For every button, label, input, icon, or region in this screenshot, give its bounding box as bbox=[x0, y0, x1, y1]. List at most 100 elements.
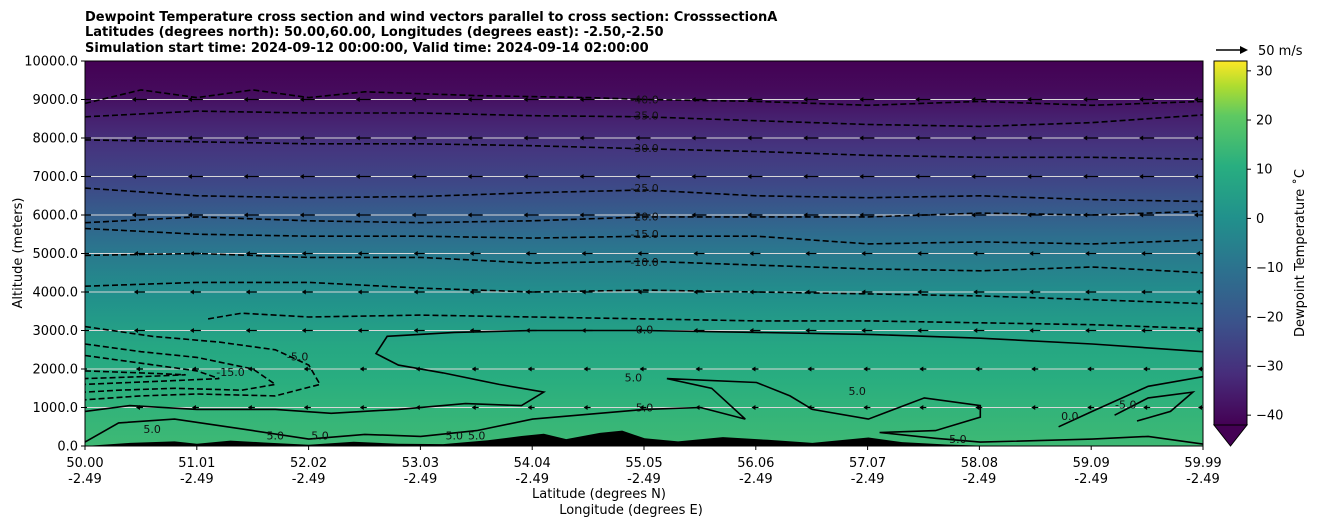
wind-arrow-3-1 bbox=[131, 212, 147, 218]
contour-labels: -40.0 -35.0 -30.0 -25.0 -20.0 -15.0 -10.0 0.0 5.… bbox=[143, 93, 1136, 446]
wind-arrow-2-16 bbox=[971, 174, 987, 179]
wind-arrow-1-14 bbox=[859, 135, 875, 141]
chart-title-line-2: Latitudes (degrees north): 50.00,60.00, … bbox=[85, 25, 664, 40]
wind-arrow-7-0 bbox=[85, 368, 87, 370]
wind-arrow-5-10 bbox=[637, 289, 649, 295]
contour-line-3 bbox=[85, 187, 1203, 203]
x-tick-label-lon-7: -2.49 bbox=[851, 472, 885, 487]
contour-line-11 bbox=[85, 354, 220, 386]
wind-arrow-6-3 bbox=[245, 328, 257, 333]
wind-arrow-0-18 bbox=[1083, 97, 1099, 102]
colorbar-tick-label-6: −30 bbox=[1256, 359, 1283, 374]
wind-arrow-3-8 bbox=[523, 212, 539, 218]
wind-arrow-3-0 bbox=[85, 214, 91, 216]
wind-arrow-5-17 bbox=[1029, 289, 1041, 295]
wind-arrow-1-3 bbox=[243, 135, 259, 141]
wind-arrow-0-19 bbox=[1139, 97, 1155, 102]
contour-line-6 bbox=[85, 252, 1203, 274]
wind-arrow-2-17 bbox=[1027, 174, 1043, 179]
x-tick-label-lon-10: -2.49 bbox=[1186, 472, 1220, 487]
wind-arrow-3-17 bbox=[1027, 212, 1043, 218]
contour-label-0: -40.0 bbox=[630, 93, 658, 106]
colorbar-tick-label-1: 20 bbox=[1256, 114, 1273, 129]
wind-arrow-4-13 bbox=[805, 251, 817, 256]
wind-arrow-1-12 bbox=[747, 135, 763, 141]
x-tick-label-lat-3: 53.03 bbox=[402, 456, 439, 471]
wind-arrow-7-20 bbox=[1198, 366, 1203, 372]
x-tick-label-lon-4: -2.49 bbox=[515, 472, 549, 487]
contour-line-2 bbox=[85, 139, 1203, 160]
x-tick-label-lat-7: 57.07 bbox=[849, 456, 886, 471]
wind-arrow-6-12 bbox=[749, 328, 761, 333]
wind-arrow-8-1 bbox=[135, 405, 143, 410]
wind-arrow-1-13 bbox=[803, 135, 819, 141]
wind-arrow-5-6 bbox=[413, 289, 425, 295]
wind-arrow-4-1 bbox=[133, 251, 145, 256]
contour-label-18: 5.0 bbox=[949, 433, 967, 446]
contour-line-4 bbox=[85, 210, 1203, 224]
wind-arrow-3-5 bbox=[355, 212, 371, 218]
wind-arrow-4-11 bbox=[693, 251, 705, 256]
wind-arrow-0-6 bbox=[411, 97, 427, 102]
wind-arrow-0-12 bbox=[747, 97, 763, 102]
wind-arrow-4-4 bbox=[301, 251, 313, 256]
contour-line-10 bbox=[85, 343, 278, 393]
contour-label-8: 5.0 bbox=[636, 401, 654, 414]
wind-arrow-8-6 bbox=[415, 405, 423, 410]
contour-label-19: 0.0 bbox=[1061, 410, 1079, 423]
wind-vectors bbox=[85, 97, 1203, 410]
wind-arrow-4-6 bbox=[413, 251, 425, 256]
wind-arrow-0-0 bbox=[85, 98, 91, 101]
wind-arrow-3-15 bbox=[915, 212, 931, 218]
contour-label-6: -10.0 bbox=[630, 256, 658, 269]
x-tick-label-lon-6: -2.49 bbox=[739, 472, 773, 487]
wind-arrow-8-9 bbox=[583, 405, 591, 410]
wind-arrow-8-18 bbox=[1087, 405, 1095, 410]
wind-arrow-1-2 bbox=[187, 135, 203, 141]
wind-arrow-8-2 bbox=[191, 405, 199, 410]
wind-arrow-5-1 bbox=[133, 289, 145, 295]
wind-arrow-7-12 bbox=[751, 366, 759, 372]
y-tick-label-7: 7000.0 bbox=[33, 170, 79, 185]
wind-arrow-3-11 bbox=[691, 212, 707, 218]
wind-arrow-2-19 bbox=[1139, 174, 1155, 179]
contour-label-11: 5.0 bbox=[143, 423, 161, 436]
x-tick-label-lat-8: 58.08 bbox=[961, 456, 998, 471]
wind-arrow-2-11 bbox=[691, 174, 707, 179]
wind-arrow-5-9 bbox=[581, 289, 593, 295]
wind-arrow-3-12 bbox=[747, 212, 763, 218]
wind-arrow-2-0 bbox=[85, 175, 91, 178]
wind-arrow-5-20 bbox=[1196, 289, 1203, 295]
wind-arrow-8-0 bbox=[85, 406, 87, 409]
wind-arrow-0-17 bbox=[1027, 97, 1043, 102]
y-tick-label-3: 3000.0 bbox=[33, 324, 79, 339]
wind-arrow-0-2 bbox=[187, 97, 203, 102]
wind-arrow-8-12 bbox=[751, 405, 759, 410]
wind-arrow-7-14 bbox=[863, 366, 871, 372]
wind-arrow-7-5 bbox=[359, 366, 367, 372]
colorbar-tick-label-5: −20 bbox=[1256, 310, 1283, 325]
wind-arrow-2-4 bbox=[299, 174, 315, 179]
wind-arrow-3-10 bbox=[635, 212, 651, 218]
contour-label-12: 5.0 bbox=[267, 429, 285, 442]
x-tick-label-lat-4: 54.04 bbox=[514, 456, 551, 471]
wind-arrow-4-3 bbox=[245, 251, 257, 256]
wind-arrow-6-4 bbox=[301, 328, 313, 333]
wind-arrow-8-13 bbox=[807, 405, 815, 410]
wind-arrow-8-3 bbox=[247, 405, 255, 410]
x-tick-label-lon-3: -2.49 bbox=[404, 472, 438, 487]
wind-arrow-5-12 bbox=[749, 289, 761, 295]
wind-arrow-0-4 bbox=[299, 97, 315, 102]
x-tick-label-lon-8: -2.49 bbox=[963, 472, 997, 487]
x-tick-label-lat-1: 51.01 bbox=[178, 456, 215, 471]
wind-arrow-6-20 bbox=[1196, 328, 1203, 333]
wind-arrow-4-16 bbox=[973, 251, 985, 256]
wind-arrow-6-8 bbox=[525, 328, 537, 333]
wind-arrow-5-5 bbox=[357, 289, 369, 295]
wind-arrow-7-13 bbox=[807, 366, 815, 372]
wind-arrow-1-17 bbox=[1027, 135, 1043, 141]
contour-line-8 bbox=[207, 312, 1203, 330]
wind-arrow-2-2 bbox=[187, 174, 203, 179]
contour-line-9 bbox=[85, 325, 322, 401]
wind-arrow-7-1 bbox=[135, 366, 143, 372]
